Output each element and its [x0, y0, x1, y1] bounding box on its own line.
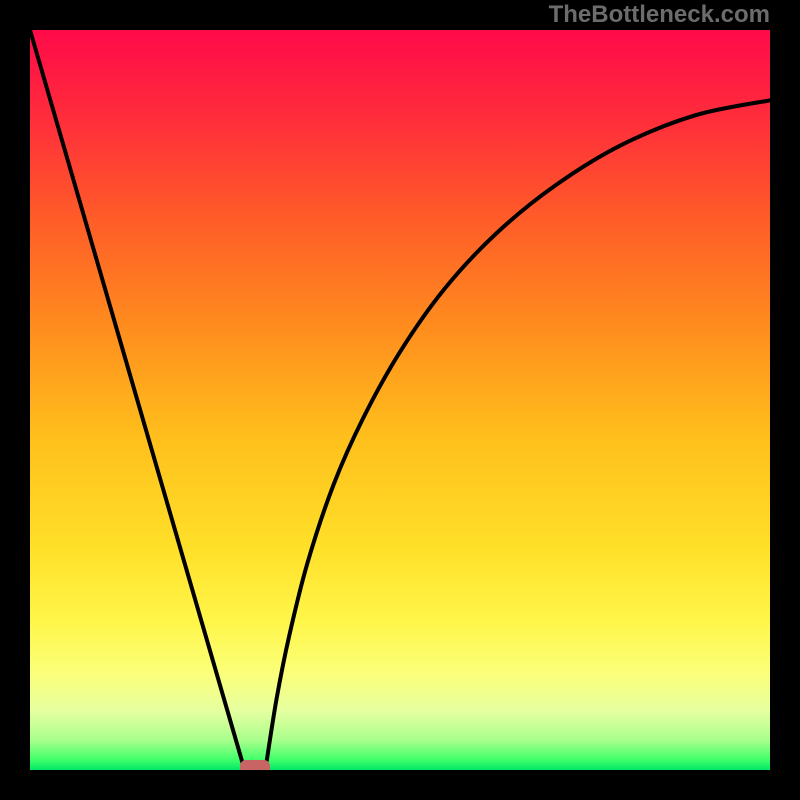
watermark-text: TheBottleneck.com	[549, 1, 770, 29]
v-curve	[30, 30, 770, 770]
plot-area	[30, 30, 770, 770]
minimum-marker	[240, 760, 270, 770]
